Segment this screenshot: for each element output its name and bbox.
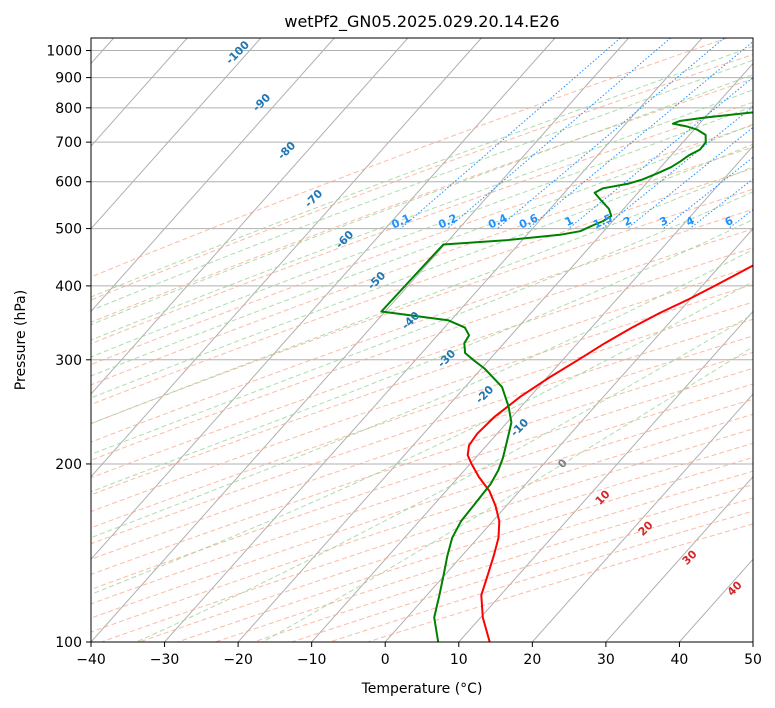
- y-tick-label: 100: [55, 635, 82, 651]
- dry-adiabat-line: [91, 53, 753, 301]
- x-axis-label: Temperature (°C): [361, 681, 483, 697]
- axes-layer: −40 −30 −20 −10 0 10 20 30 40 50 100 200 300 400 500 60…: [46, 44, 762, 668]
- plot-frame: [90, 37, 754, 643]
- y-tick-label: 600: [55, 175, 82, 191]
- y-tick-label: 300: [55, 353, 82, 369]
- y-tick-label: 1000: [46, 44, 82, 60]
- moist-adiabat-line: [91, 143, 753, 399]
- isotherm-line: [91, 38, 262, 230]
- x-tick-label: 50: [744, 652, 762, 668]
- x-tick-label: −20: [223, 652, 253, 668]
- isotherm-line: [164, 38, 703, 642]
- y-tick-label: 200: [55, 457, 82, 473]
- moist-adiabat-layer: [91, 45, 753, 642]
- temperature-profile: [466, 264, 753, 642]
- mixing-ratio-line: [662, 156, 753, 229]
- dry-adiabat-line: [91, 78, 753, 323]
- mixing-ratio-line: [400, 38, 621, 229]
- x-tick-label: 40: [671, 652, 689, 668]
- isotherm-line: [91, 38, 556, 561]
- dry-adiabat-line: [91, 38, 728, 278]
- moist-adiabat-line: [136, 313, 753, 642]
- x-tick-label: −10: [297, 652, 327, 668]
- x-tick-label: 0: [381, 652, 390, 668]
- isotherm-line: [91, 38, 409, 395]
- x-tick-label: −40: [76, 652, 106, 668]
- x-tick-label: 30: [597, 652, 615, 668]
- isotherm-line: [237, 62, 753, 642]
- dry-adiabat-line: [91, 351, 753, 575]
- dry-adiabat-line: [91, 383, 753, 605]
- moist-adiabat-line: [91, 59, 753, 312]
- moist-adiabat-line: [91, 45, 753, 298]
- moist-adiabat-line: [91, 74, 753, 326]
- mixing-ratio-line: [496, 38, 725, 229]
- dewpoint-profile: [380, 111, 753, 642]
- isotherm-line: [605, 475, 753, 642]
- dry-adiabat-line: [91, 265, 753, 496]
- mixing-ratio-layer: [400, 38, 753, 229]
- moist-adiabat-line: [91, 218, 753, 493]
- isotherm-line: [384, 228, 753, 642]
- chart-title: wetPf2_GN05.2025.029.20.14.E26: [284, 12, 559, 32]
- x-tick-label: 20: [523, 652, 541, 668]
- isotherm-line: [91, 38, 188, 147]
- dry-adiabat-line: [91, 283, 753, 513]
- y-tick-label: 800: [55, 101, 82, 117]
- dry-adiabat-line: [91, 146, 753, 386]
- dry-adiabat-line: [91, 367, 753, 590]
- dry-adiabat-line: [91, 188, 753, 425]
- mixing-ratio-line: [601, 105, 753, 229]
- x-tick-label: 10: [450, 652, 468, 668]
- moist-adiabat-line: [91, 166, 753, 425]
- dry-adiabat-line: [91, 301, 753, 529]
- y-tick-label: 700: [55, 135, 82, 151]
- dry-adiabat-line: [91, 335, 753, 560]
- y-tick-label: 900: [55, 71, 82, 87]
- isotherm-line: [531, 393, 753, 642]
- isotherm-line: [458, 310, 753, 642]
- y-tick-label: 400: [55, 279, 82, 295]
- x-tick-label: −30: [150, 652, 180, 668]
- y-axis-label: Pressure (hPa): [13, 290, 29, 390]
- profile-layer: [380, 111, 753, 642]
- isotherm-line: [91, 38, 335, 313]
- moist-adiabat-line: [91, 191, 753, 455]
- dry-adiabat-line: [91, 124, 753, 366]
- y-tick-label: 500: [55, 222, 82, 238]
- mixing-ratio-line: [527, 40, 753, 229]
- isotherm-line: [91, 38, 482, 478]
